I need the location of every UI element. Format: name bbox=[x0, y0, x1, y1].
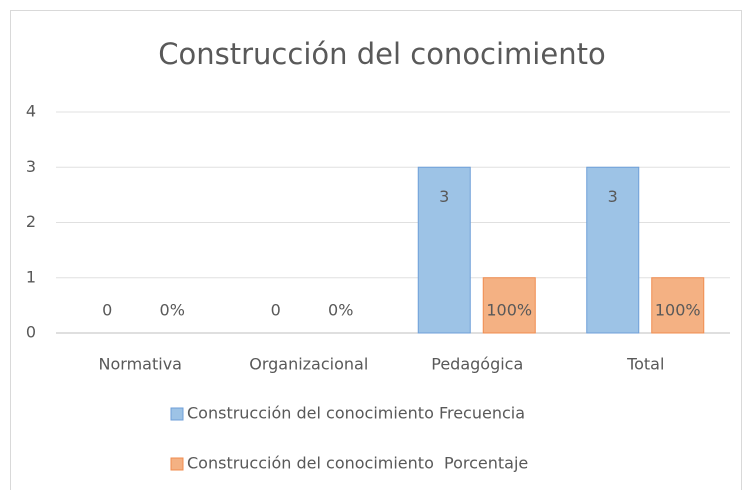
x-tick-label: Normativa bbox=[99, 355, 182, 374]
y-tick-label: 1 bbox=[26, 267, 36, 286]
x-tick-label: Pedagógica bbox=[431, 355, 523, 374]
data-label: 100% bbox=[486, 301, 532, 320]
bar bbox=[651, 277, 705, 334]
bar bbox=[482, 277, 536, 334]
bar bbox=[586, 166, 640, 334]
x-tick-label: Organizacional bbox=[249, 355, 368, 374]
legend-swatch bbox=[170, 457, 184, 471]
data-label: 0 bbox=[271, 301, 281, 320]
legend-label: Construcción del conocimiento Frecuencia bbox=[187, 404, 525, 423]
data-label: 3 bbox=[439, 187, 449, 206]
legend-swatch bbox=[170, 407, 184, 421]
bar bbox=[417, 166, 471, 334]
y-tick-label: 2 bbox=[26, 212, 36, 231]
legend-label: Construcción del conocimiento Porcentaje bbox=[187, 454, 528, 473]
data-label: 100% bbox=[655, 301, 701, 320]
y-tick-label: 0 bbox=[26, 323, 36, 342]
data-label: 3 bbox=[608, 187, 618, 206]
data-label: 0% bbox=[160, 301, 185, 320]
data-label: 0 bbox=[102, 301, 112, 320]
y-tick-label: 3 bbox=[26, 157, 36, 176]
data-label: 0% bbox=[328, 301, 353, 320]
chart-title: Construcción del conocimiento bbox=[158, 37, 605, 71]
y-tick-label: 4 bbox=[26, 102, 36, 121]
x-tick-label: Total bbox=[626, 355, 664, 374]
